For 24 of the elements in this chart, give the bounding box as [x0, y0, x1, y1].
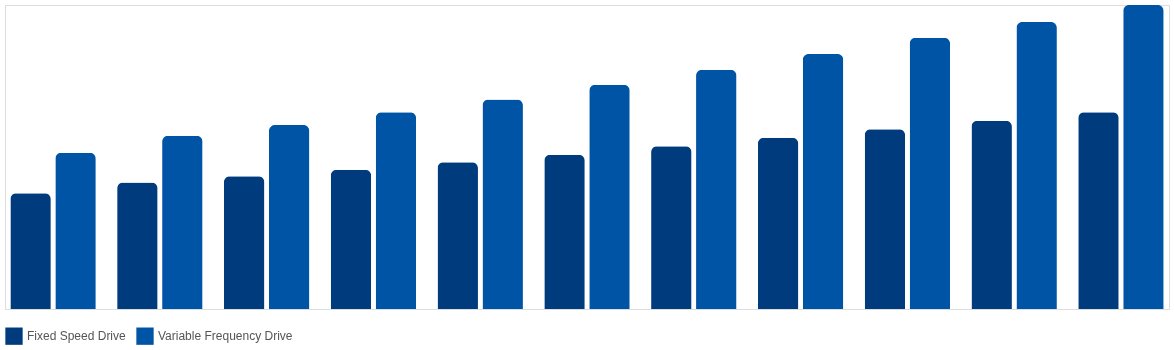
bar [909, 37, 951, 309]
bar [482, 99, 523, 309]
bar [223, 176, 265, 309]
bar [10, 193, 51, 309]
bar [802, 53, 844, 309]
bar [971, 120, 1012, 309]
bar [589, 84, 630, 309]
bar [330, 169, 372, 309]
bar [544, 154, 585, 309]
bar [117, 182, 158, 309]
legend-label: Variable Frequency Drive [158, 329, 293, 344]
bar [1078, 112, 1119, 309]
bar [268, 125, 310, 309]
bar [1016, 22, 1057, 309]
bar [162, 135, 203, 309]
bar [757, 137, 799, 309]
bar [375, 112, 417, 309]
bar [651, 146, 692, 309]
bar [1123, 5, 1164, 309]
bar [55, 152, 96, 309]
bar [696, 69, 737, 309]
bar [437, 162, 478, 309]
legend-label: Fixed Speed Drive [27, 329, 127, 344]
bar [864, 129, 906, 309]
